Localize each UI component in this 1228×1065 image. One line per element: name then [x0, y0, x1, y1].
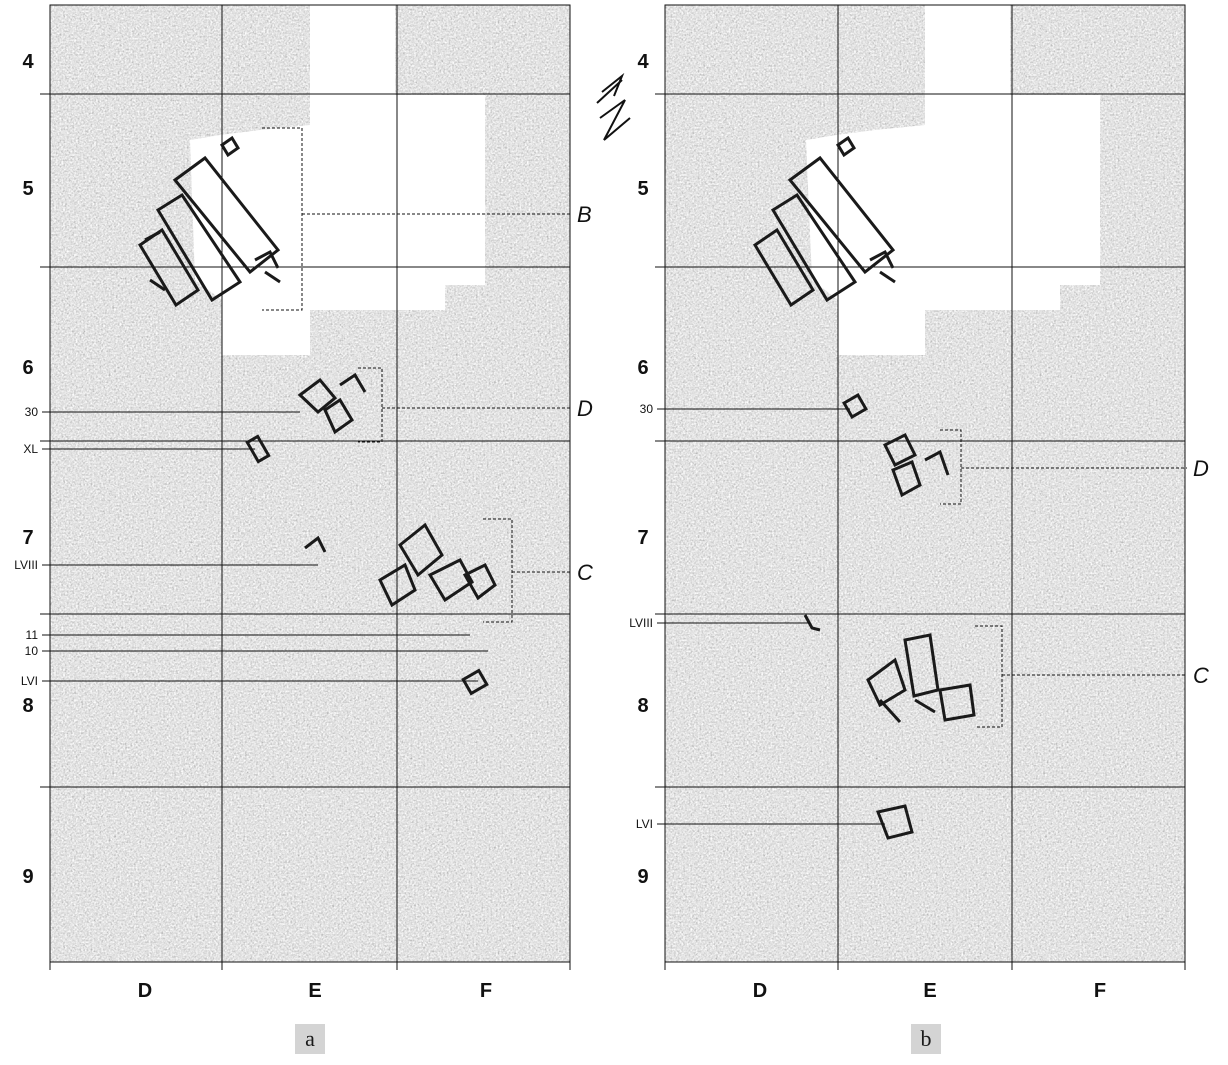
row-label-6: 6 [22, 357, 33, 379]
row-label-8: 8 [22, 695, 33, 717]
callout-c: C [577, 560, 593, 585]
north-arrow-icon [596, 72, 631, 141]
row-label-9: 9 [22, 866, 33, 888]
callout-d: D [1193, 456, 1209, 481]
side-label-lviii: LVIII [629, 616, 653, 630]
row-label-5: 5 [22, 178, 33, 200]
side-label-lvi: LVI [21, 674, 38, 688]
side-label-30: 30 [640, 402, 654, 416]
side-label-lviii: LVIII [14, 558, 38, 572]
panel-caption-a: a [295, 1024, 325, 1054]
row-label-5: 5 [637, 178, 648, 200]
col-label-f: F [1094, 980, 1106, 1002]
grid-lines [655, 4, 1186, 970]
row-label-7: 7 [22, 527, 33, 549]
side-label-lvi: LVI [636, 817, 653, 831]
side-label-10: 10 [25, 644, 39, 658]
building-outlines [752, 135, 976, 840]
side-label-xl: XL [23, 442, 38, 456]
row-label-8: 8 [637, 695, 648, 717]
row-label-6: 6 [637, 357, 648, 379]
panel-caption-b: b [911, 1024, 941, 1054]
grid-lines [40, 4, 571, 970]
col-label-d: D [138, 980, 152, 1002]
side-label-30: 30 [25, 405, 39, 419]
callout-b: B [577, 202, 592, 227]
row-label-4: 4 [22, 51, 34, 73]
col-label-d: D [753, 980, 767, 1002]
col-label-e: E [308, 980, 321, 1002]
side-label-11: 11 [26, 628, 39, 642]
building-outlines [137, 135, 497, 696]
col-label-f: F [480, 980, 492, 1002]
callout-c: C [1193, 663, 1209, 688]
map-panel-b: 4 5 6 7 8 9 D E F D C 30 LVIII LVI [629, 4, 1209, 1002]
callout-lines [42, 127, 572, 682]
row-label-9: 9 [637, 866, 648, 888]
map-panel-a: 4 5 6 7 8 9 D E F B D C 30 XL LVIII 11 1… [14, 4, 593, 1002]
callout-lines [657, 408, 1187, 825]
callout-d: D [577, 396, 593, 421]
row-label-7: 7 [637, 527, 648, 549]
row-label-4: 4 [637, 51, 649, 73]
col-label-e: E [923, 980, 936, 1002]
